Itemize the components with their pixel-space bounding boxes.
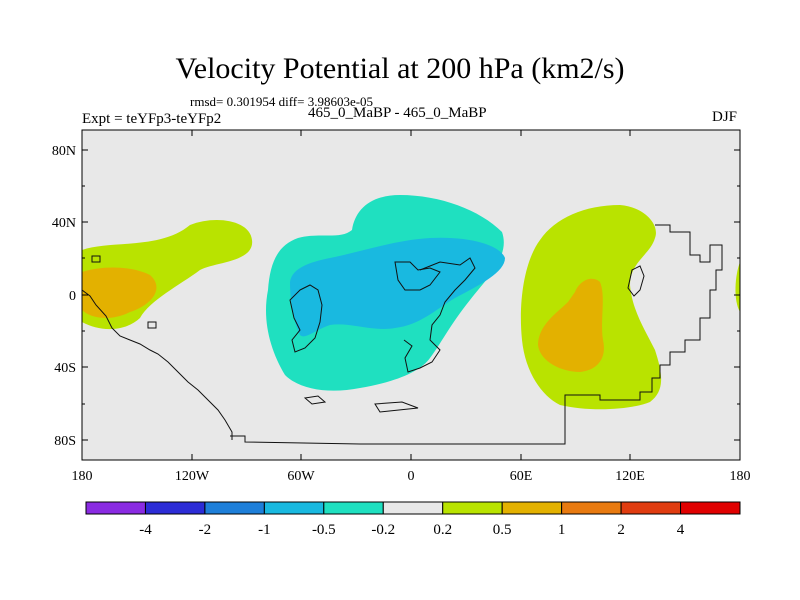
lon-label-120e: 120E bbox=[615, 469, 645, 484]
region-americas-negative-core bbox=[290, 237, 505, 337]
colorbar-label: -0.2 bbox=[371, 522, 395, 538]
season-label: DJF bbox=[712, 109, 738, 125]
experiment-label: Expt = teYFp3-teYFp2 bbox=[82, 111, 222, 127]
latitude-labels: 80N 40N 0 40S 80S bbox=[52, 144, 76, 449]
colorbar-swatch bbox=[382, 501, 444, 515]
colorbar-label: -0.5 bbox=[312, 522, 336, 538]
region-indian-positive-core bbox=[538, 278, 604, 372]
colorbar-label: 4 bbox=[677, 522, 685, 538]
lat-label-80s: 80S bbox=[54, 434, 76, 449]
lon-label-120w: 120W bbox=[175, 469, 210, 484]
colorbar-label: -4 bbox=[139, 522, 152, 538]
coastline-antarctica bbox=[230, 224, 723, 445]
lat-label-40n: 40N bbox=[52, 216, 76, 231]
coastline-australia bbox=[627, 265, 645, 297]
colorbar-swatch bbox=[263, 501, 325, 515]
longitude-labels: 180 120W 60W 0 60E 120E 180 bbox=[72, 469, 751, 484]
coastline-south-america-east bbox=[82, 289, 233, 440]
coastline-south-america-west bbox=[289, 284, 323, 353]
colorbar-label: -1 bbox=[258, 522, 271, 538]
colorbar-swatch bbox=[620, 501, 682, 515]
colorbar-label: 0.5 bbox=[493, 522, 512, 538]
case-label: 465_0_MaBP - 465_0_MaBP bbox=[308, 105, 487, 121]
lon-label-180w: 180 bbox=[72, 469, 93, 484]
colorbar-label: 0.2 bbox=[433, 522, 452, 538]
colorbar-swatch bbox=[144, 501, 206, 515]
lat-label-eq: 0 bbox=[69, 289, 76, 304]
coastline-small-islands bbox=[91, 255, 419, 413]
coastline-arabia bbox=[394, 261, 441, 291]
colorbar-swatch bbox=[323, 501, 384, 515]
colorbar-swatch bbox=[204, 501, 265, 515]
coastline-layer bbox=[82, 224, 723, 445]
colorbar-labels: -4 -2 -1 -0.5 -0.2 0.2 0.5 1 2 4 bbox=[139, 522, 685, 538]
colorbar-label: 2 bbox=[617, 522, 625, 538]
longitude-ticks bbox=[81, 130, 741, 460]
lat-label-40s: 40S bbox=[54, 361, 76, 376]
colorbar bbox=[85, 501, 741, 515]
lon-label-180e: 180 bbox=[730, 469, 751, 484]
colorbar-label: -2 bbox=[199, 522, 212, 538]
lat-label-80n: 80N bbox=[52, 144, 76, 159]
lon-label-0: 0 bbox=[408, 469, 415, 484]
colorbar-swatch bbox=[85, 501, 146, 515]
lon-label-60w: 60W bbox=[287, 469, 315, 484]
colorbar-swatch bbox=[680, 501, 741, 515]
map-title: Velocity Potential at 200 hPa (km2/s) bbox=[175, 52, 625, 85]
latitude-ticks bbox=[82, 149, 740, 441]
coastline-africa bbox=[403, 257, 476, 373]
stats-line: rmsd= 0.301954 diff= 3.98603e-05 bbox=[190, 94, 374, 109]
lon-label-60e: 60E bbox=[510, 469, 533, 484]
colorbar-swatch bbox=[442, 501, 503, 515]
colorbar-swatch bbox=[561, 501, 622, 515]
colorbar-label: 1 bbox=[558, 522, 566, 538]
region-pacific-positive-core bbox=[82, 267, 157, 318]
colorbar-swatch bbox=[501, 501, 563, 515]
region-dateline-wrap bbox=[735, 262, 740, 312]
contour-fill-layer bbox=[82, 195, 740, 410]
